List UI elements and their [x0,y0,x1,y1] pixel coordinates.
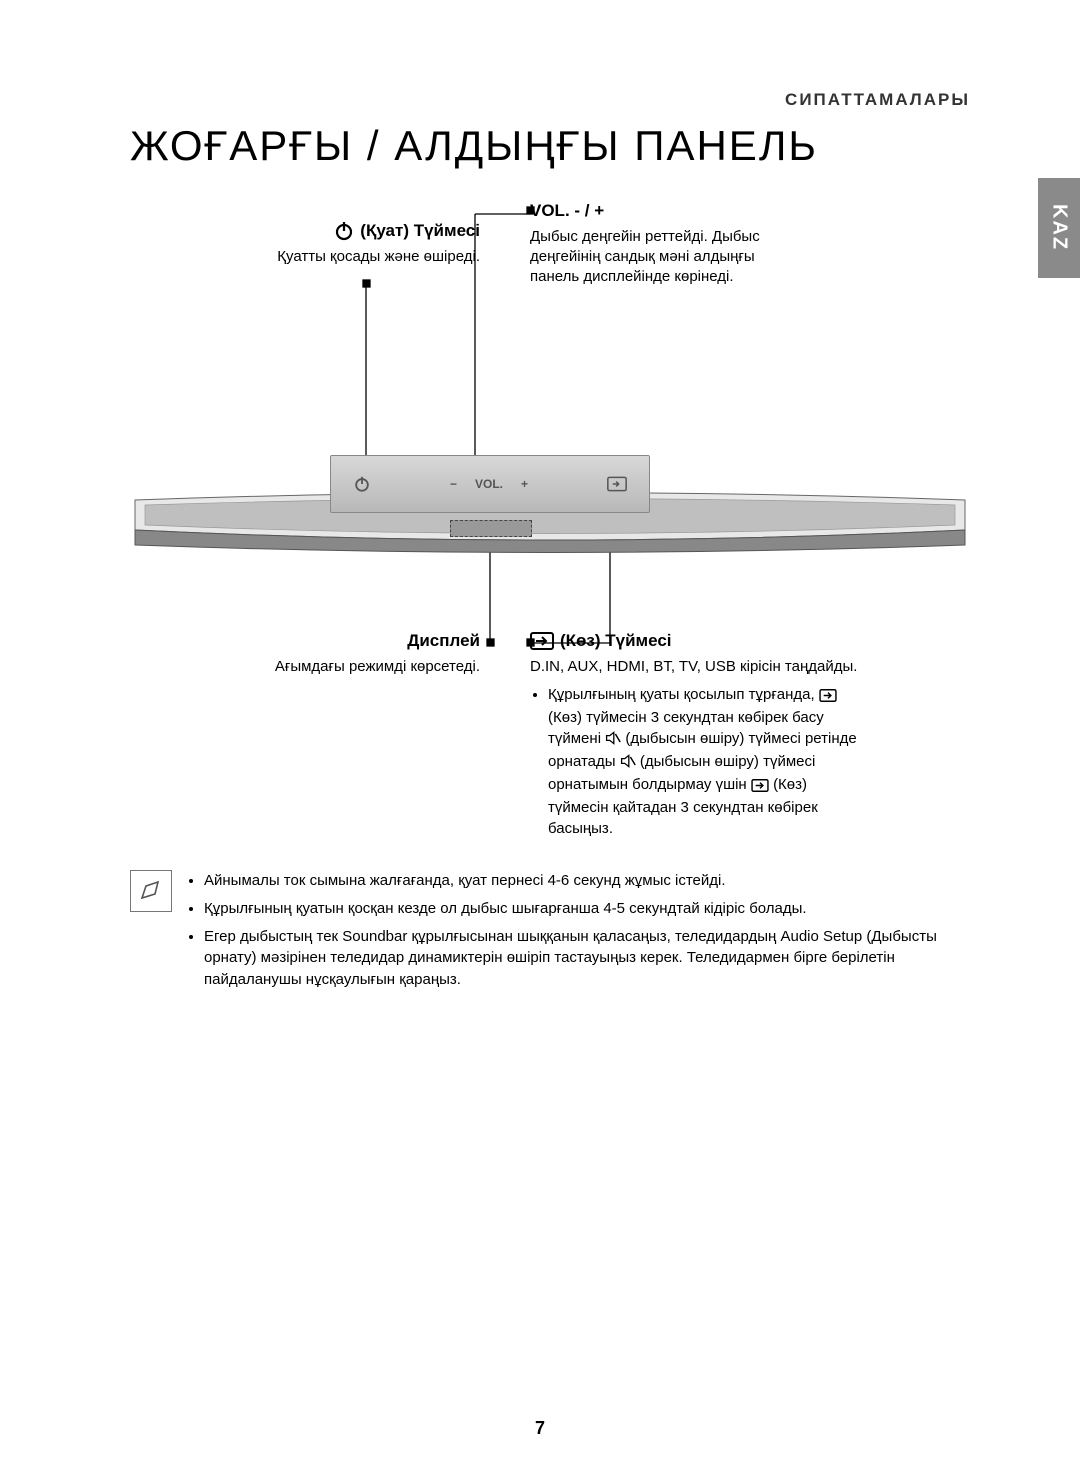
note-item: Айнымалы ток сымына жалғағанда, қуат пер… [204,870,970,892]
volume-body: Дыбыс деңгейін реттейді. Дыбыс деңгейіні… [530,227,790,288]
panel-vol-plus: + [521,477,528,491]
notes-block: Айнымалы ток сымына жалғағанда, қуат пер… [130,870,970,997]
power-heading: (Қуат) Түймесі [360,220,480,243]
source-body: D.IN, AUX, HDMI, BT, TV, USB кірісін таң… [530,657,870,839]
notes-list: Айнымалы ток сымына жалғағанда, қуат пер… [186,870,970,997]
page-number: 7 [0,1418,1080,1439]
page-title: ЖОҒАРҒЫ / АЛДЫҢҒЫ ПАНЕЛЬ [130,122,970,170]
mute-icon [605,730,621,752]
panel-display-window [450,520,532,537]
mute-icon [620,753,636,775]
power-body: Қуатты қосады және өшіреді. [220,247,480,267]
display-body: Ағымдағы режимді көрсетеді. [210,657,480,677]
note-item: Егер дыбыстың тек Soundbar құрылғысынан … [204,926,970,991]
diagram-area: (Қуат) Түймесі Қуатты қосады және өшіред… [130,200,970,820]
panel-vol-label: VOL. [475,477,503,491]
source-icon-inline [819,688,837,708]
source-icon-inline [751,778,769,798]
manual-page: СИПАТТАМАЛАРЫ ЖОҒАРҒЫ / АЛДЫҢҒЫ ПАНЕЛЬ K… [0,0,1080,1479]
note-icon [130,870,172,912]
display-callout: Дисплей Ағымдағы режимді көрсетеді. [210,630,480,677]
source-icon [530,632,554,650]
source-intro: D.IN, AUX, HDMI, BT, TV, USB кірісін таң… [530,657,870,677]
source-bullet-text: Құрылғының қуаты қосылып тұрғанда, [548,686,819,703]
source-bullet: Құрылғының қуаты қосылып тұрғанда, (Көз)… [548,685,870,839]
note-item: Құрылғының қуатын қосқан кезде ол дыбыс … [204,898,970,920]
source-heading: (Көз) Түймесі [560,630,672,653]
panel-volume-group: − VOL. + [450,477,528,491]
section-header: СИПАТТАМАЛАРЫ [130,90,970,110]
control-panel: − VOL. + [330,455,650,513]
volume-heading: VOL. - / + [530,200,604,223]
panel-source-icon [607,476,627,492]
panel-power-icon [353,475,371,493]
volume-callout: VOL. - / + Дыбыс деңгейін реттейді. Дыбы… [530,200,790,288]
source-callout: (Көз) Түймесі D.IN, AUX, HDMI, BT, TV, U… [530,630,870,841]
panel-vol-minus: − [450,477,457,491]
power-callout: (Қуат) Түймесі Қуатты қосады және өшіред… [220,220,480,267]
language-tab-label: KAZ [1048,204,1071,251]
display-heading: Дисплей [407,630,480,653]
soundbar-illustration: − VOL. + [130,420,970,580]
language-tab: KAZ [1038,178,1080,278]
power-icon [334,221,354,241]
